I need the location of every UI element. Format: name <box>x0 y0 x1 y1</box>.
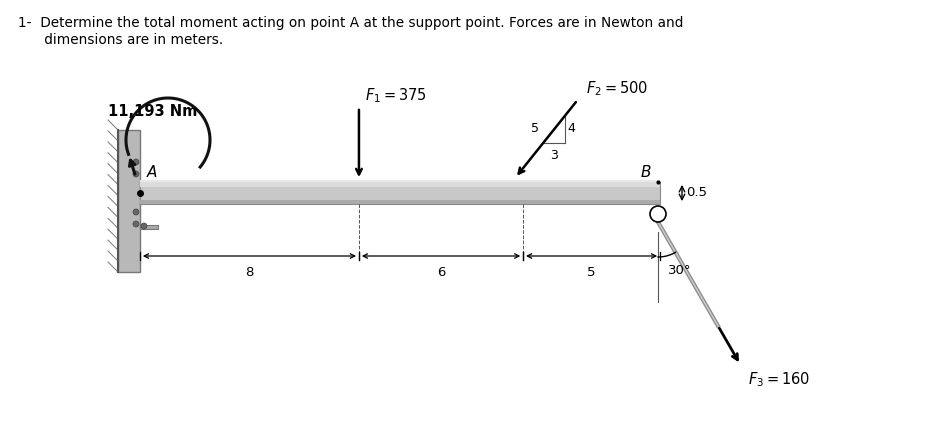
Bar <box>140 225 158 229</box>
Bar <box>118 130 140 272</box>
Text: dimensions are in meters.: dimensions are in meters. <box>18 33 223 47</box>
Bar <box>140 182 660 204</box>
Circle shape <box>133 221 139 227</box>
Text: 6: 6 <box>437 266 446 279</box>
Text: $A$: $A$ <box>146 164 159 180</box>
Text: 8: 8 <box>245 266 254 279</box>
Text: $F_3 = 160$: $F_3 = 160$ <box>749 370 810 389</box>
Text: 1-  Determine the total moment acting on point A at the support point. Forces ar: 1- Determine the total moment acting on … <box>18 16 683 30</box>
Text: $F_1 = 375$: $F_1 = 375$ <box>365 86 427 105</box>
Circle shape <box>141 223 147 229</box>
Text: $F_2 = 500$: $F_2 = 500$ <box>585 79 648 98</box>
Bar <box>140 180 660 182</box>
Text: 11,193 Nm: 11,193 Nm <box>108 104 198 119</box>
Circle shape <box>133 159 139 165</box>
Text: 4: 4 <box>567 122 575 135</box>
Text: 5: 5 <box>531 122 540 135</box>
Circle shape <box>133 209 139 215</box>
Circle shape <box>133 171 139 177</box>
Text: $B$: $B$ <box>640 164 652 180</box>
Bar <box>140 200 660 204</box>
Text: 0.5: 0.5 <box>686 187 707 199</box>
Text: 3: 3 <box>550 149 559 162</box>
Circle shape <box>650 206 666 222</box>
Text: 30°: 30° <box>668 264 692 277</box>
Text: 5: 5 <box>587 266 596 279</box>
Bar <box>140 182 660 187</box>
